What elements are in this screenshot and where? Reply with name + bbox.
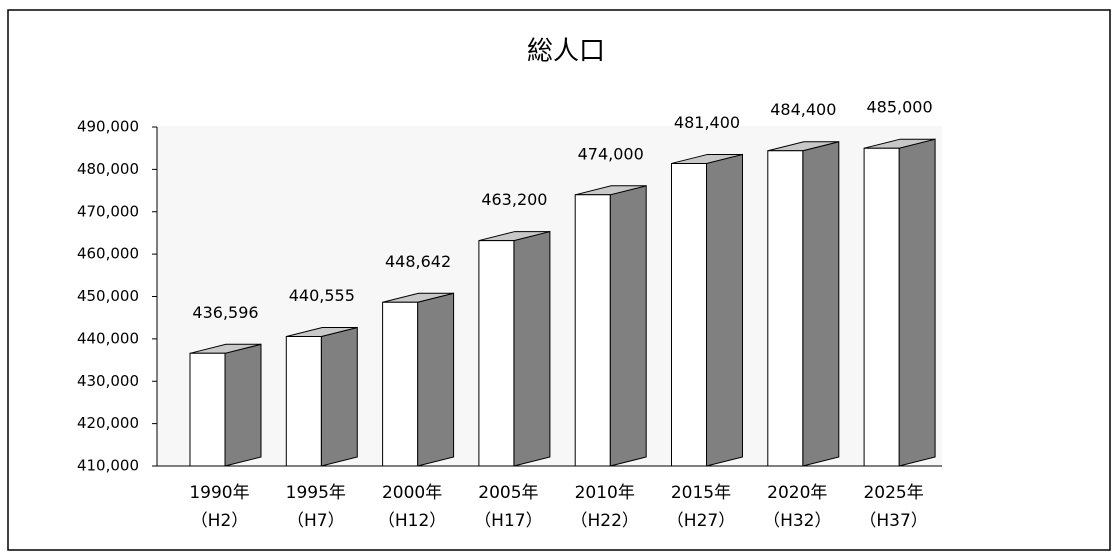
y-tick-label: 440,000 [77, 329, 139, 347]
x-tick-label: 2015年 [671, 483, 731, 503]
x-tick-label: （H22） [570, 511, 638, 531]
value-label: 485,000 [867, 98, 933, 117]
value-label: 436,596 [192, 303, 258, 322]
x-tick-label: （H2） [191, 511, 249, 531]
x-tick-label: （H12） [378, 511, 446, 531]
value-label: 448,642 [385, 252, 451, 271]
value-label: 474,000 [578, 144, 644, 163]
bar-front [863, 147, 900, 467]
bar-front [478, 240, 515, 467]
bar [574, 185, 647, 467]
bar [767, 141, 840, 467]
y-tick-label: 420,000 [77, 414, 139, 432]
x-tick-label: 1995年 [286, 483, 346, 503]
bar [382, 292, 455, 467]
bar-side [417, 292, 455, 467]
y-tick-label: 430,000 [77, 372, 139, 390]
bar [863, 138, 936, 467]
x-tick-label: （H7） [287, 511, 345, 531]
bar [478, 230, 551, 467]
chart-title: 総人口 [527, 37, 605, 67]
value-label: 463,200 [481, 190, 547, 209]
x-tick-label: 2005年 [478, 483, 538, 503]
bar [671, 153, 743, 467]
y-tick-label: 480,000 [77, 160, 139, 178]
bar-front [285, 336, 322, 467]
bar-side [513, 230, 551, 467]
bar-side [802, 141, 840, 467]
bar-front [767, 150, 804, 467]
bar-side [706, 153, 743, 467]
x-tick-label: 2025年 [863, 483, 923, 503]
bar-front [574, 194, 611, 467]
y-tick-label: 460,000 [77, 245, 139, 263]
x-tick-label: 2020年 [767, 483, 827, 503]
bar-side [224, 343, 262, 467]
y-tick-label: 450,000 [77, 287, 139, 305]
x-tick-label: （H32） [763, 511, 831, 531]
y-tick-label: 490,000 [77, 118, 139, 136]
bar-side [898, 138, 936, 467]
value-label: 440,555 [289, 286, 355, 305]
x-tick-label: （H17） [474, 511, 542, 531]
value-label: 484,400 [770, 100, 836, 119]
bar [285, 326, 358, 467]
bar-front [671, 162, 707, 467]
bar-side [609, 185, 647, 467]
x-tick-label: 2010年 [575, 483, 635, 503]
x-tick-label: （H27） [667, 511, 735, 531]
x-tick-label: 1990年 [189, 483, 249, 503]
bar-front [189, 352, 226, 467]
y-tick-label: 410,000 [77, 457, 139, 475]
bar-side [320, 326, 358, 467]
x-tick-label: （H37） [859, 511, 927, 531]
x-tick-label: 2000年 [382, 483, 442, 503]
bar [189, 343, 262, 467]
value-label: 481,400 [674, 113, 740, 132]
y-tick-label: 470,000 [77, 202, 139, 220]
bar-front [382, 301, 419, 467]
